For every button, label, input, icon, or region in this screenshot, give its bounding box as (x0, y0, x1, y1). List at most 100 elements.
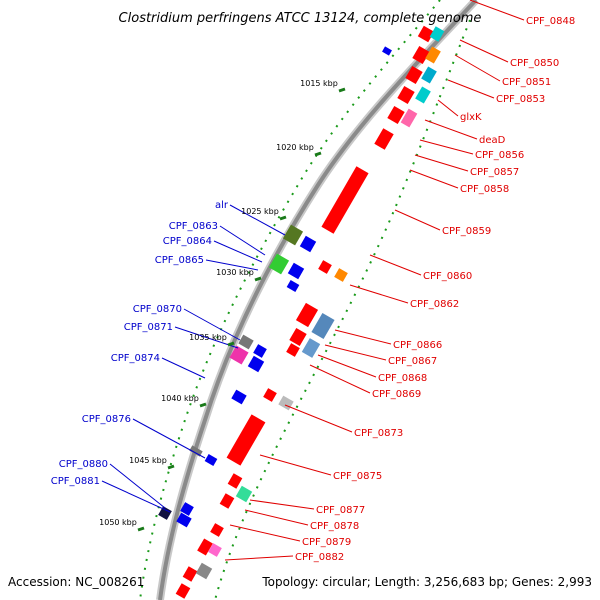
reverse-leader-line (101, 480, 171, 513)
forward-gene-label: CPF_0857 (470, 167, 519, 178)
forward-gene-label: CPF_0879 (302, 537, 351, 548)
forward-gene-label: deaD (479, 135, 506, 146)
reverse-leader-line (132, 418, 206, 459)
forward-gene-label: CPF_0873 (354, 428, 403, 439)
reverse-gene-feature (287, 262, 305, 280)
accession-text: Accession: NC_008261 (8, 575, 144, 589)
forward-leader-line (259, 454, 332, 476)
forward-gene-feature (321, 166, 369, 234)
reverse-gene-feature (204, 454, 218, 466)
kbp-tick-label: 1045 kbp (129, 456, 167, 465)
kbp-tick-mark (314, 151, 322, 157)
reverse-gene-feature (158, 506, 172, 520)
reverse-gene-feature (180, 502, 194, 516)
forward-gene-feature (387, 105, 405, 125)
reverse-leader-line (213, 240, 263, 263)
reverse-gene-label: CPF_0870 (133, 304, 182, 315)
kbp-tick-label: 1040 kbp (161, 394, 199, 403)
forward-gene-feature (226, 414, 266, 466)
forward-leader-line (284, 404, 353, 433)
forward-leader-line (249, 499, 315, 510)
reverse-gene-feature (231, 389, 247, 405)
forward-leader-line (244, 509, 309, 526)
reverse-gene-feature (299, 235, 317, 253)
other-gene-feature (425, 46, 441, 64)
forward-gene-feature (210, 523, 224, 537)
kbp-tick-label: 1030 kbp (216, 268, 254, 277)
forward-gene-label: CPF_0851 (502, 77, 551, 88)
reverse-gene-feature (282, 224, 304, 246)
forward-leader-line (394, 209, 441, 231)
forward-gene-label: CPF_0877 (316, 505, 365, 516)
forward-leader-line (317, 354, 377, 378)
forward-gene-labels: CPF_0848 CPF_0850 CPF_0851 CPF_0853 glxK deaD… (295, 16, 575, 563)
forward-leader-line (424, 119, 478, 140)
forward-gene-label: CPF_0850 (510, 58, 559, 69)
other-gene-feature (429, 26, 445, 42)
forward-gene-feature (182, 566, 198, 582)
forward-gene-label: CPF_0878 (310, 521, 359, 532)
reverse-gene-label: alr (215, 200, 229, 211)
reverse-gene-feature (238, 334, 254, 350)
map-title: Clostridium perfringens ATCC 13124, comp… (119, 11, 482, 26)
other-gene-feature (278, 395, 294, 411)
forward-leader-line (324, 344, 387, 361)
genome-summary-text: Topology: circular; Length: 3,256,683 bp… (261, 575, 592, 589)
other-gene-feature (334, 268, 348, 282)
kbp-tick-mark (199, 402, 207, 408)
reverse-gene-feature (189, 445, 203, 457)
reverse-leader-line (109, 463, 166, 509)
forward-gene-label: CPF_0867 (388, 356, 437, 367)
reverse-gene-label: CPF_0864 (163, 236, 212, 247)
kbp-tick-label: 1020 kbp (276, 143, 314, 152)
reverse-gene-labels: alr CPF_0863 CPF_0864 CPF_0865 CPF_0870 CPF_0… (51, 200, 229, 487)
forward-gene-feature (397, 85, 415, 105)
kbp-tick-mark (338, 87, 346, 93)
reverse-gene-label: CPF_0865 (155, 255, 204, 266)
reverse-leader-line (174, 326, 239, 349)
forward-leader-line (334, 329, 392, 345)
forward-gene-feature (318, 260, 332, 274)
forward-leader-line (419, 139, 474, 155)
forward-gene-label: CPF_0858 (460, 184, 509, 195)
reverse-gene-feature (268, 253, 290, 275)
reverse-leader-line (161, 357, 206, 379)
forward-gene-feature (295, 302, 319, 328)
forward-gene-feature (417, 25, 435, 43)
kbp-tick-label: 1035 kbp (189, 333, 227, 342)
forward-gene-label: glxK (460, 112, 482, 123)
forward-gene-label: CPF_0862 (410, 299, 459, 310)
reverse-leader-line (183, 308, 241, 341)
other-gene-feature (208, 543, 222, 557)
forward-leader-line (229, 524, 301, 542)
other-gene-feature (415, 86, 431, 104)
forward-leader-line (349, 284, 409, 304)
forward-gene-label: CPF_0866 (393, 340, 442, 351)
forward-leader-line (454, 54, 501, 82)
forward-gene-feature (289, 327, 307, 347)
forward-leader-line (447, 79, 495, 99)
forward-leader-line (437, 99, 459, 117)
other-gene-feature (195, 562, 213, 580)
forward-gene-label: CPF_0882 (295, 552, 344, 563)
gene-features (158, 25, 445, 599)
reverse-leader-line (205, 259, 259, 271)
forward-gene-feature (405, 65, 423, 85)
forward-leader-line (369, 254, 422, 276)
kbp-tick-mark (279, 215, 287, 221)
forward-leader-line (459, 39, 509, 63)
label-leader-lines (101, 0, 525, 561)
reverse-gene-label: CPF_0880 (59, 459, 108, 470)
forward-leader-line (309, 364, 371, 394)
other-gene-feature (235, 485, 253, 503)
backbone-group (139, 0, 479, 600)
reverse-leader-line (219, 225, 266, 256)
reverse-gene-label: CPF_0876 (82, 414, 131, 425)
forward-leader-line (414, 154, 469, 172)
forward-gene-feature (286, 343, 300, 357)
reverse-gene-feature (253, 344, 267, 358)
forward-gene-label: CPF_0848 (526, 16, 575, 27)
reverse-gene-feature (229, 345, 249, 365)
